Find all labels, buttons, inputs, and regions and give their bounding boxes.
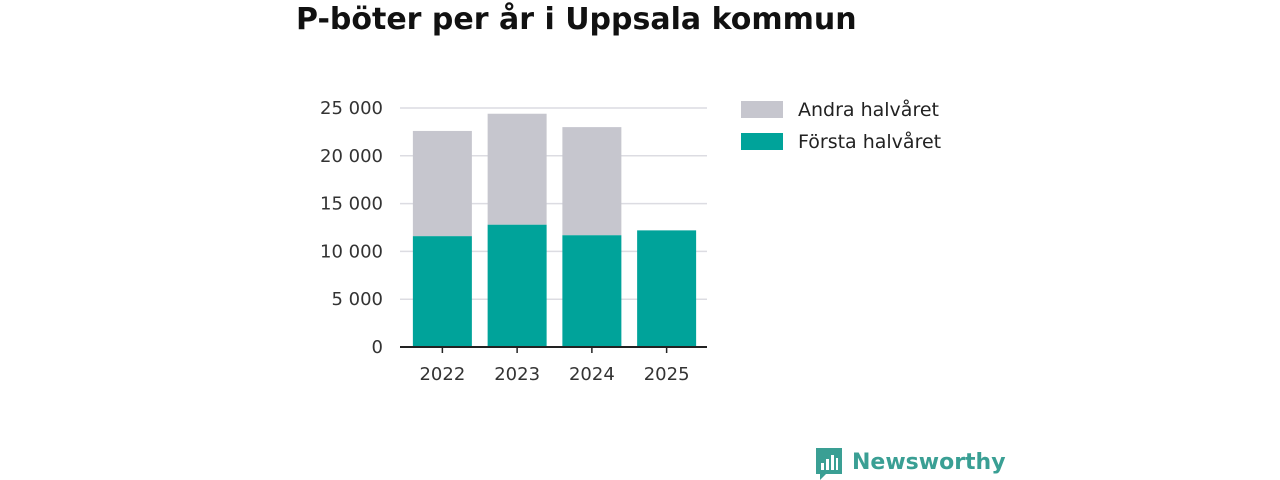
bar-chart-speech-bubble-icon [816, 448, 842, 480]
y-tick-label: 15 000 [320, 194, 383, 215]
icon-bar-4 [836, 458, 838, 470]
x-tick-label: 2025 [644, 364, 690, 385]
bar-2023-forsta-halvaret [487, 224, 547, 347]
icon-bar-1 [821, 463, 824, 470]
x-tick-label: 2022 [419, 364, 465, 385]
legend-label: Andra halvåret [798, 98, 939, 121]
y-tick-label: 5 000 [331, 289, 383, 310]
logo-text: Newsworthy [852, 450, 1006, 475]
bar-2024-forsta-halvaret [562, 235, 622, 347]
y-axis: 0 5 000 10 000 15 000 20 000 25 000 [320, 98, 383, 358]
legend-label: Första halvåret [798, 130, 941, 153]
bar-2022-andra-halvaret [412, 130, 472, 237]
bar-2023-andra-halvaret [487, 113, 547, 225]
legend: Andra halvåret Första halvåret [741, 98, 941, 153]
bar-2022-forsta-halvaret [412, 236, 472, 347]
y-tick-label: 10 000 [320, 241, 383, 262]
x-axis: 2022 2023 2024 2025 [419, 347, 690, 385]
x-tick-label: 2023 [494, 364, 540, 385]
icon-bar-3 [831, 455, 834, 470]
legend-swatch [741, 101, 783, 118]
y-tick-label: 0 [372, 337, 383, 358]
icon-bar-2 [826, 459, 829, 470]
bar-2024-andra-halvaret [562, 127, 622, 236]
newsworthy-logo: Newsworthy [816, 448, 1006, 480]
x-tick-label: 2024 [569, 364, 615, 385]
bar-2025-forsta-halvaret [637, 230, 697, 347]
bars [412, 113, 697, 347]
y-tick-label: 25 000 [320, 98, 383, 119]
chart-title: P-böter per år i Uppsala kommun [296, 2, 857, 37]
legend-swatch [741, 133, 783, 150]
y-tick-label: 20 000 [320, 146, 383, 167]
